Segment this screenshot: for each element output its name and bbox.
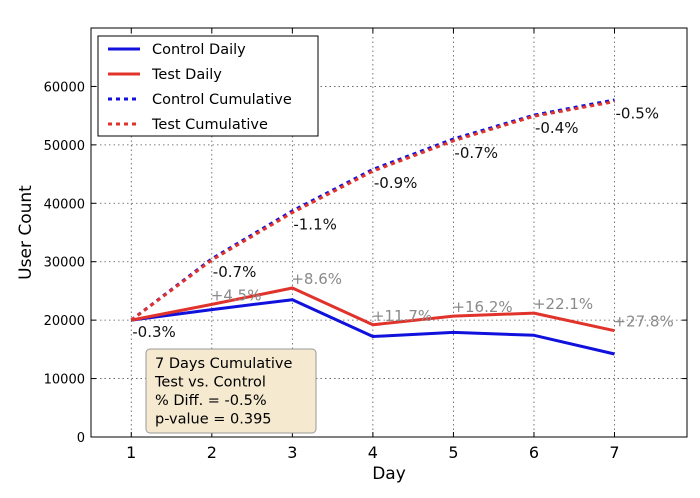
daily-diff-label: +27.8% xyxy=(614,313,674,331)
legend-box xyxy=(97,35,319,137)
y-axis-title: User Count xyxy=(16,185,36,280)
legend-label: Test Daily xyxy=(151,67,222,83)
summary-line: Test vs. Control xyxy=(154,375,266,391)
legend-label: Control Cumulative xyxy=(152,92,292,108)
x-tick-label: 2 xyxy=(207,443,217,462)
x-tick-label: 5 xyxy=(448,443,458,462)
y-tick-label: 30000 xyxy=(44,256,85,271)
daily-diff-label: +16.2% xyxy=(452,298,512,316)
plot-frame xyxy=(90,27,688,438)
y-tick-label: 40000 xyxy=(44,197,85,212)
daily-diff-label: +4.5% xyxy=(211,286,262,304)
y-tick-label: 20000 xyxy=(44,314,85,329)
series-line-control-daily xyxy=(131,298,615,356)
x-tick-label: 3 xyxy=(287,443,297,462)
cumulative-diff-label: -0.3% xyxy=(132,323,176,341)
daily-diff-label: +8.6% xyxy=(291,270,342,288)
y-tick-label: 10000 xyxy=(44,373,85,388)
cumulative-diff-label: -0.5% xyxy=(616,105,660,123)
daily-diff-label: +11.7% xyxy=(372,307,432,325)
x-tick-label: 7 xyxy=(609,443,619,462)
y-tick-label: 60000 xyxy=(44,80,85,95)
summary-line: 7 Days Cumulative xyxy=(155,356,292,372)
x-tick-label: 1 xyxy=(126,443,136,462)
series-line-test-daily xyxy=(131,286,615,333)
summary-box xyxy=(145,348,317,434)
cumulative-diff-label: -0.9% xyxy=(374,174,418,192)
legend-label: Control Daily xyxy=(152,42,246,58)
x-axis-title: Day xyxy=(372,464,406,484)
y-tick-label: 50000 xyxy=(44,139,85,154)
summary-line: % Diff. = -0.5% xyxy=(155,393,267,409)
cumulative-diff-label: -1.1% xyxy=(293,216,337,234)
y-tick-label: 0 xyxy=(77,431,85,446)
x-tick-label: 6 xyxy=(529,443,539,462)
cumulative-diff-label: -0.7% xyxy=(213,263,257,281)
summary-line: p-value = 0.395 xyxy=(155,412,272,428)
legend-label: Test Cumulative xyxy=(151,117,268,133)
daily-diff-label: +22.1% xyxy=(533,295,593,313)
cumulative-diff-label: -0.4% xyxy=(535,119,579,137)
x-tick-label: 4 xyxy=(368,443,378,462)
cumulative-diff-label: -0.7% xyxy=(454,144,498,162)
